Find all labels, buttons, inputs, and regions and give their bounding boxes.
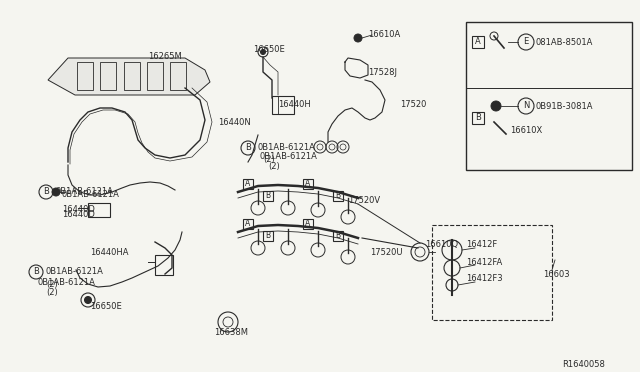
Text: E: E xyxy=(524,38,529,46)
Bar xyxy=(155,255,173,275)
Bar xyxy=(243,179,253,189)
Text: R1640058: R1640058 xyxy=(562,360,605,369)
Text: 16650E: 16650E xyxy=(90,302,122,311)
Text: 17520V: 17520V xyxy=(348,196,380,205)
Text: 16610Q: 16610Q xyxy=(425,240,458,249)
Bar xyxy=(77,62,93,90)
Text: 16638M: 16638M xyxy=(214,328,248,337)
Text: 0B1AB-6121A: 0B1AB-6121A xyxy=(45,267,103,276)
Circle shape xyxy=(52,188,60,196)
Circle shape xyxy=(354,34,362,42)
Bar xyxy=(170,62,186,90)
Text: 0B1AB-6121A: 0B1AB-6121A xyxy=(257,143,315,152)
Text: 0B1AB-6121A: 0B1AB-6121A xyxy=(62,190,120,199)
Text: 17528J: 17528J xyxy=(368,68,397,77)
Text: B: B xyxy=(33,267,39,276)
Text: B: B xyxy=(245,144,251,153)
Bar xyxy=(466,22,632,170)
Bar xyxy=(303,219,313,229)
Bar xyxy=(472,36,484,48)
Text: 16440D: 16440D xyxy=(62,205,95,214)
Text: 16412F3: 16412F3 xyxy=(466,274,502,283)
Text: 081AB-8501A: 081AB-8501A xyxy=(536,38,593,47)
Text: 16440H: 16440H xyxy=(278,100,311,109)
Text: 0B1AB-6121A: 0B1AB-6121A xyxy=(38,278,96,287)
Text: B: B xyxy=(266,192,271,201)
Bar xyxy=(263,231,273,241)
Text: 16603: 16603 xyxy=(543,270,570,279)
Text: 0B91B-3081A: 0B91B-3081A xyxy=(536,102,593,111)
Circle shape xyxy=(491,101,501,111)
Text: B: B xyxy=(43,187,49,196)
Bar xyxy=(333,231,343,241)
Text: N: N xyxy=(523,102,529,110)
Text: 16440D: 16440D xyxy=(62,210,95,219)
Bar xyxy=(100,62,116,90)
Text: 16650E: 16650E xyxy=(253,45,285,54)
Text: 16265M: 16265M xyxy=(148,52,182,61)
Text: 16610X: 16610X xyxy=(510,126,542,135)
Bar xyxy=(333,191,343,201)
Bar xyxy=(243,219,253,229)
Polygon shape xyxy=(48,58,210,95)
Bar xyxy=(303,179,313,189)
Text: 16610A: 16610A xyxy=(368,30,400,39)
Text: (2): (2) xyxy=(46,288,58,297)
Text: A: A xyxy=(305,180,310,189)
Text: A: A xyxy=(245,180,251,189)
Text: A: A xyxy=(305,219,310,228)
Text: A: A xyxy=(475,38,481,46)
Bar xyxy=(124,62,140,90)
Text: 16440HA: 16440HA xyxy=(90,248,129,257)
Text: (2): (2) xyxy=(263,155,275,164)
Text: 0B1AB-6121A: 0B1AB-6121A xyxy=(55,187,113,196)
Text: (2): (2) xyxy=(46,280,58,289)
Text: 0B1AB-6121A: 0B1AB-6121A xyxy=(260,152,318,161)
Text: (2): (2) xyxy=(268,162,280,171)
Bar xyxy=(472,112,484,124)
Text: 16440N: 16440N xyxy=(218,118,251,127)
Text: 16412F: 16412F xyxy=(466,240,497,249)
Text: 16412FA: 16412FA xyxy=(466,258,502,267)
Text: B: B xyxy=(335,231,340,241)
Text: 17520U: 17520U xyxy=(370,248,403,257)
Bar xyxy=(88,203,110,217)
Text: A: A xyxy=(245,219,251,228)
Bar xyxy=(263,191,273,201)
Text: B: B xyxy=(335,192,340,201)
Text: B: B xyxy=(475,113,481,122)
Text: B: B xyxy=(266,231,271,241)
Bar xyxy=(147,62,163,90)
Text: 17520: 17520 xyxy=(400,100,426,109)
Bar xyxy=(432,225,552,320)
Bar xyxy=(272,96,294,114)
Circle shape xyxy=(260,49,266,55)
Circle shape xyxy=(84,296,92,304)
